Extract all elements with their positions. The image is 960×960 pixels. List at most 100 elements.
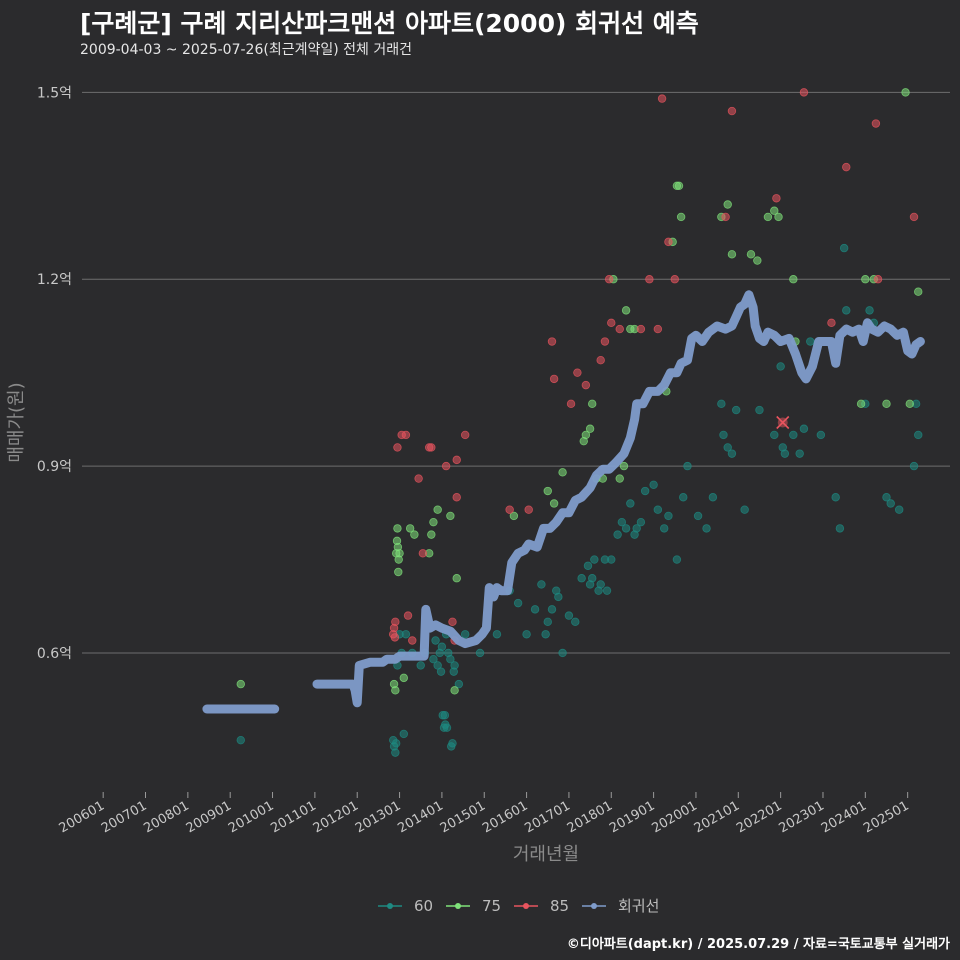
data-point-60 [391, 739, 401, 748]
data-point-60 [513, 598, 523, 608]
x-tick-label: 201901 [607, 798, 657, 836]
data-point-85 [549, 374, 559, 384]
data-point-60 [914, 430, 923, 440]
data-point-85 [566, 399, 576, 409]
data-point-60 [740, 505, 749, 514]
data-point-75 [236, 679, 245, 689]
data-point-60 [816, 430, 826, 440]
data-point-85 [401, 430, 411, 440]
data-point-60 [442, 723, 452, 732]
legend-swatch-dot [523, 903, 529, 909]
data-point-75 [399, 673, 408, 683]
data-point-60 [437, 642, 447, 651]
data-point-75 [427, 530, 436, 539]
data-point-85 [871, 119, 881, 128]
highlight-marker [776, 415, 790, 430]
data-point-60 [564, 611, 574, 620]
data-point-60 [683, 461, 692, 471]
data-point-60 [653, 505, 663, 514]
data-point-75 [676, 212, 686, 222]
data-point-85 [505, 505, 514, 514]
legend-swatch-dot [455, 903, 461, 909]
data-point-60 [717, 399, 726, 409]
data-point-85 [427, 443, 436, 452]
data-point-60 [588, 574, 597, 583]
scatter-points [236, 88, 923, 757]
data-point-75 [753, 256, 762, 265]
data-point-60 [541, 630, 550, 639]
data-point-75 [789, 275, 798, 284]
data-point-60 [613, 530, 622, 539]
x-tick-label: 201601 [480, 798, 530, 836]
data-point-60 [693, 511, 703, 521]
data-point-60 [770, 430, 779, 440]
data-point-60 [723, 443, 732, 452]
data-point-85 [772, 194, 781, 203]
x-tick-label: 202101 [692, 798, 742, 836]
x-tick-label: 201101 [268, 798, 318, 836]
y-axis: 0.6억 0.9억 1.2억 1.5억 [37, 85, 72, 662]
data-point-60 [537, 580, 546, 589]
data-point-75 [429, 517, 438, 527]
data-point-75 [770, 206, 779, 215]
data-point-60 [799, 424, 809, 433]
data-point-60 [450, 661, 459, 670]
data-point-60 [831, 493, 840, 502]
data-point-60 [795, 449, 804, 458]
data-point-85 [414, 474, 423, 483]
data-point-85 [727, 106, 737, 116]
data-point-75 [558, 468, 567, 477]
data-point-60 [632, 524, 641, 533]
data-point-85 [721, 212, 730, 222]
data-point-60 [679, 493, 688, 502]
data-point-85 [653, 324, 663, 334]
data-point-60 [636, 517, 646, 527]
data-point-60 [806, 337, 815, 346]
data-point-85 [799, 88, 809, 97]
data-point-75 [446, 511, 455, 521]
data-point-75 [405, 524, 415, 533]
data-point-60 [401, 630, 411, 639]
data-point-60 [236, 735, 245, 745]
data-point-60 [558, 648, 567, 658]
data-point-60 [617, 517, 627, 527]
data-point-85 [664, 237, 673, 247]
data-point-60 [672, 555, 682, 564]
data-point-60 [431, 636, 440, 645]
x-tick-label: 201301 [353, 798, 403, 836]
x-tick-label: 200801 [141, 798, 191, 836]
data-point-85 [408, 636, 417, 645]
data-point-75 [543, 486, 552, 496]
data-point-85 [636, 324, 646, 334]
data-point-85 [670, 275, 679, 284]
data-point-75 [856, 399, 866, 409]
data-point-75 [914, 287, 923, 296]
data-point-85 [581, 380, 591, 390]
data-point-85 [607, 318, 616, 328]
x-tick-label: 202201 [734, 798, 784, 836]
data-point-60 [731, 405, 741, 415]
y-tick-label: 1.5억 [37, 85, 72, 101]
data-point-60 [448, 739, 457, 748]
data-point-60 [440, 711, 450, 720]
data-point-85 [873, 275, 883, 284]
x-tick-label: 201801 [565, 798, 615, 836]
data-point-60 [702, 524, 711, 533]
data-point-60 [626, 499, 635, 508]
data-point-75 [674, 181, 684, 191]
data-point-75 [509, 511, 519, 521]
chart-subtitle: 2009-04-03 ~ 2025-07-26(최근계약일) 전체 거래건 [80, 42, 412, 58]
data-point-60 [554, 592, 563, 602]
x-tick-label: 201701 [522, 798, 572, 836]
data-point-60 [789, 430, 798, 440]
data-point-85 [391, 617, 400, 627]
x-axis: 2006012007012008012009012010012011012012… [57, 792, 912, 836]
data-point-60 [583, 561, 593, 570]
data-point-75 [581, 430, 591, 440]
x-tick-label: 200701 [99, 798, 149, 836]
data-point-60 [835, 524, 845, 533]
data-point-60 [727, 449, 737, 458]
data-point-85 [596, 356, 605, 365]
data-point-85 [390, 633, 400, 642]
regression-line [202, 290, 925, 714]
